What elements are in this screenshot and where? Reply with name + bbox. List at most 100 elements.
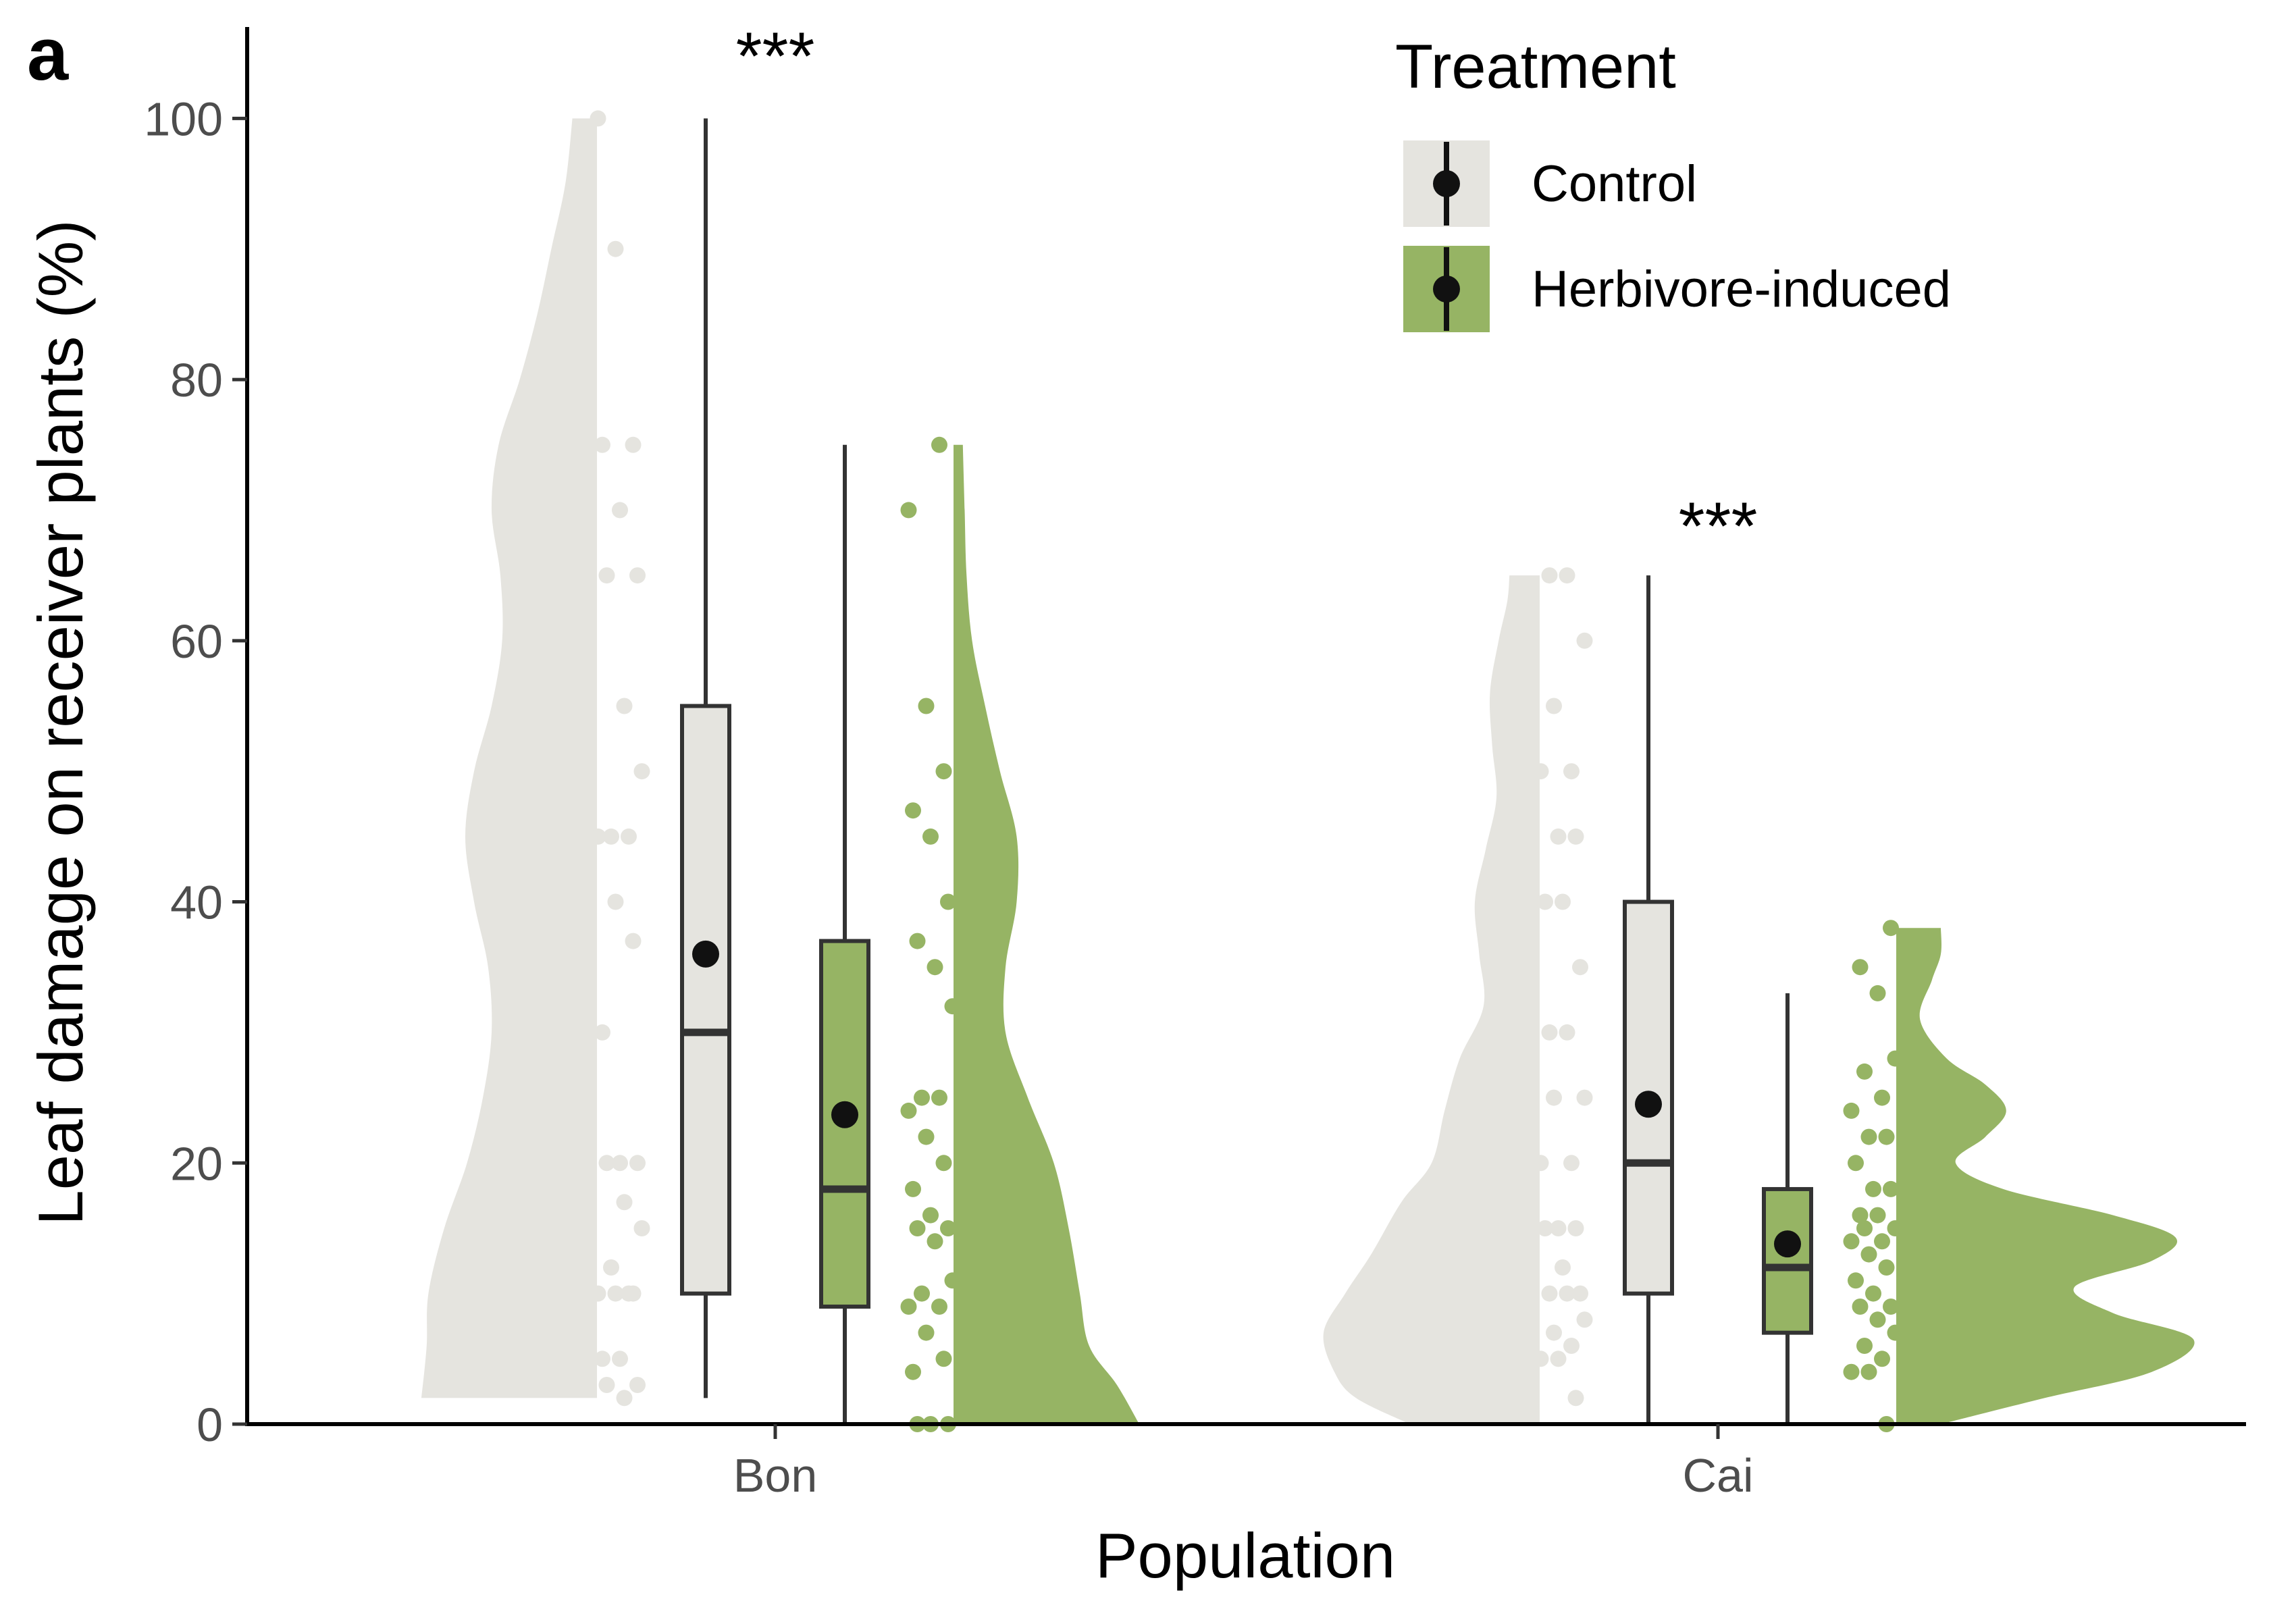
data-point	[927, 1233, 943, 1250]
density-cloud-herbivore-induced-bon	[954, 444, 1139, 1424]
box-iqr	[680, 704, 731, 1296]
significance-label: ***	[1679, 488, 1758, 564]
data-point	[918, 1324, 935, 1341]
data-point	[909, 933, 926, 949]
legend-key-point	[1433, 276, 1460, 303]
data-point	[616, 698, 633, 714]
data-point	[1869, 985, 1886, 1001]
data-point	[918, 698, 935, 714]
density-cloud-control-bon	[421, 118, 597, 1398]
data-point	[598, 567, 615, 584]
data-point	[625, 1285, 642, 1302]
y-tick-label: 60	[170, 615, 223, 668]
y-tick-label: 80	[170, 354, 223, 407]
data-point	[625, 436, 642, 453]
data-point	[900, 1299, 917, 1315]
data-point	[621, 828, 637, 845]
data-point	[603, 1259, 619, 1276]
box-iqr	[1762, 1186, 1813, 1335]
data-point	[905, 1363, 921, 1380]
data-point	[1576, 1089, 1593, 1106]
data-point	[594, 1024, 610, 1041]
data-point	[1852, 959, 1869, 976]
data-point	[1532, 1351, 1549, 1367]
data-point	[935, 1155, 952, 1172]
jitter-points-layer	[590, 110, 1904, 1432]
data-point	[914, 1089, 930, 1106]
data-point	[935, 763, 952, 780]
data-point	[944, 998, 961, 1015]
data-point	[935, 1351, 952, 1367]
box-iqr	[1623, 899, 1674, 1296]
data-point	[1546, 698, 1562, 714]
data-point	[931, 1299, 947, 1315]
data-point	[1537, 1220, 1553, 1236]
data-point	[1848, 1155, 1864, 1172]
data-point	[1874, 1089, 1890, 1106]
data-point	[922, 1207, 939, 1224]
data-point	[1883, 1299, 1899, 1315]
data-point	[918, 1128, 935, 1145]
data-point	[1860, 1246, 1877, 1263]
data-point	[1555, 893, 1571, 910]
data-point	[944, 1272, 961, 1289]
data-point	[927, 959, 943, 976]
data-point	[1559, 567, 1575, 584]
data-point	[1843, 1363, 1860, 1380]
legend-key-point	[1433, 170, 1460, 197]
data-point	[1874, 1233, 1890, 1250]
data-point	[1550, 1220, 1567, 1236]
data-point	[1843, 1233, 1860, 1250]
data-point	[590, 1285, 606, 1302]
data-point	[1843, 1102, 1860, 1119]
data-point	[1541, 1285, 1558, 1302]
mean-point	[1635, 1091, 1662, 1118]
data-point	[922, 828, 939, 845]
data-point	[1856, 1063, 1873, 1080]
legend: Treatment Control Herbivore-induced	[1395, 32, 1951, 332]
data-point	[1555, 1259, 1571, 1276]
y-tick-label: 20	[170, 1137, 223, 1190]
data-point	[1869, 1207, 1886, 1224]
data-point	[1865, 1180, 1881, 1197]
y-tick-label: 0	[197, 1398, 223, 1451]
data-point	[1563, 763, 1580, 780]
data-point	[633, 763, 650, 780]
data-point	[1848, 1272, 1864, 1289]
data-point	[1887, 1324, 1904, 1341]
data-point	[1865, 1285, 1881, 1302]
data-point	[1559, 1024, 1575, 1041]
data-point	[1567, 1390, 1584, 1407]
data-point	[629, 1377, 646, 1393]
data-point	[607, 1285, 624, 1302]
data-point	[1567, 828, 1584, 845]
legend-title: Treatment	[1395, 32, 1676, 101]
data-point	[940, 893, 956, 910]
data-point	[607, 893, 624, 910]
data-point	[1852, 1207, 1869, 1224]
data-point	[1869, 1311, 1886, 1328]
significance-label: ***	[736, 18, 815, 94]
data-point	[1541, 567, 1558, 584]
data-point	[1537, 893, 1553, 910]
data-point	[594, 436, 610, 453]
data-point	[1878, 1128, 1895, 1145]
data-point	[900, 502, 917, 519]
data-point	[931, 1089, 947, 1106]
data-point	[1887, 1050, 1904, 1067]
data-point	[1572, 959, 1588, 976]
data-point	[612, 1351, 628, 1367]
panel-label: a	[27, 13, 69, 96]
data-point	[1856, 1338, 1873, 1354]
data-point	[612, 502, 628, 519]
data-point	[1576, 1311, 1593, 1328]
data-point	[594, 1351, 610, 1367]
data-point	[625, 933, 642, 949]
axes-layer	[232, 27, 2246, 1439]
mean-point	[692, 940, 719, 968]
data-point	[1883, 1180, 1899, 1197]
data-point	[616, 1194, 633, 1211]
data-point	[1546, 1089, 1562, 1106]
